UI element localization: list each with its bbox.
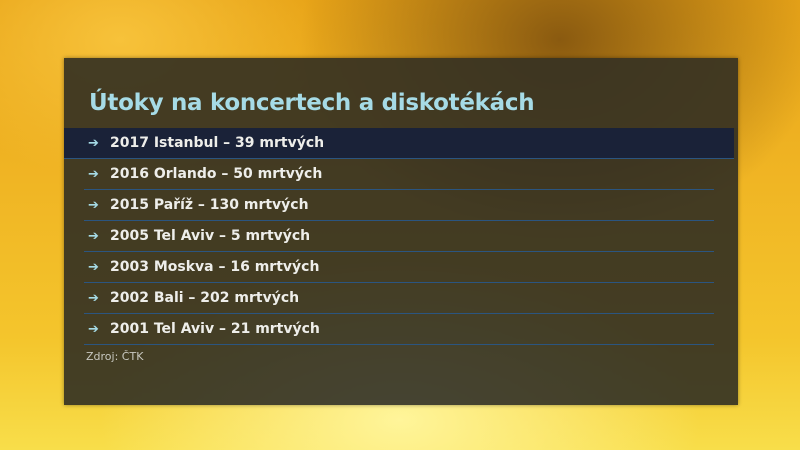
list-item-text: 2005 Tel Aviv – 5 mrtvých — [110, 228, 311, 244]
list-item-text: 2017 Istanbul – 39 mrtvých — [110, 135, 325, 151]
list-item-text: 2001 Tel Aviv – 21 mrtvých — [110, 321, 320, 337]
list-item-text: 2002 Bali – 202 mrtvých — [110, 290, 300, 306]
arrow-right-icon: ➔ — [88, 135, 99, 151]
list-item-text: 2016 Orlando – 50 mrtvých — [110, 166, 323, 182]
arrow-right-icon: ➔ — [88, 228, 99, 244]
info-panel: Útoky na koncertech a diskotékách ➔ 2017 … — [64, 58, 738, 405]
list-item: ➔ 2015 Paříž – 130 mrtvých — [84, 190, 714, 221]
arrow-right-icon: ➔ — [88, 321, 99, 337]
attack-list: ➔ 2017 Istanbul – 39 mrtvých ➔ 2016 Orland… — [64, 128, 734, 345]
list-item: ➔ 2001 Tel Aviv – 21 mrtvých — [84, 314, 714, 345]
list-item: ➔ 2005 Tel Aviv – 5 mrtvých — [84, 221, 714, 252]
arrow-right-icon: ➔ — [88, 259, 99, 275]
list-item-text: 2015 Paříž – 130 mrtvých — [110, 197, 309, 213]
source-note: Zdroj: ČTK — [86, 350, 144, 363]
arrow-right-icon: ➔ — [88, 290, 99, 306]
list-item: ➔ 2016 Orlando – 50 mrtvých — [84, 159, 714, 190]
title-area — [64, 58, 738, 128]
arrow-right-icon: ➔ — [88, 197, 99, 213]
arrow-right-icon: ➔ — [88, 166, 99, 182]
list-item: ➔ 2017 Istanbul – 39 mrtvých — [64, 128, 734, 159]
list-item: ➔ 2002 Bali – 202 mrtvých — [84, 283, 714, 314]
list-item: ➔ 2003 Moskva – 16 mrtvých — [84, 252, 714, 283]
panel-title: Útoky na koncertech a diskotékách — [89, 90, 535, 116]
list-item-text: 2003 Moskva – 16 mrtvých — [110, 259, 320, 275]
